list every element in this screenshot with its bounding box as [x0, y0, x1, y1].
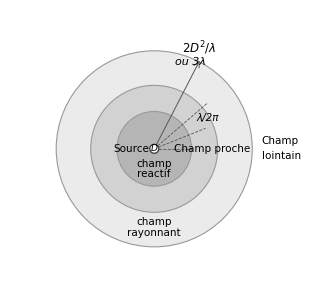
Circle shape	[91, 85, 218, 212]
Text: lointain: lointain	[261, 151, 301, 161]
Text: champ: champ	[136, 217, 172, 227]
Text: λ/2π: λ/2π	[196, 113, 219, 123]
Text: Champ proche: Champ proche	[174, 144, 250, 154]
Text: Champ: Champ	[261, 136, 299, 146]
Circle shape	[56, 51, 252, 247]
Text: Source: Source	[113, 144, 149, 154]
Circle shape	[117, 111, 192, 186]
Text: champ: champ	[136, 159, 172, 169]
Text: $2D^2/\lambda$: $2D^2/\lambda$	[182, 39, 217, 57]
Text: ou 3λ: ou 3λ	[175, 57, 206, 67]
Circle shape	[150, 144, 159, 153]
Text: rayonnant: rayonnant	[127, 228, 181, 238]
Text: D: D	[151, 144, 158, 153]
Text: reactif: reactif	[137, 169, 171, 179]
